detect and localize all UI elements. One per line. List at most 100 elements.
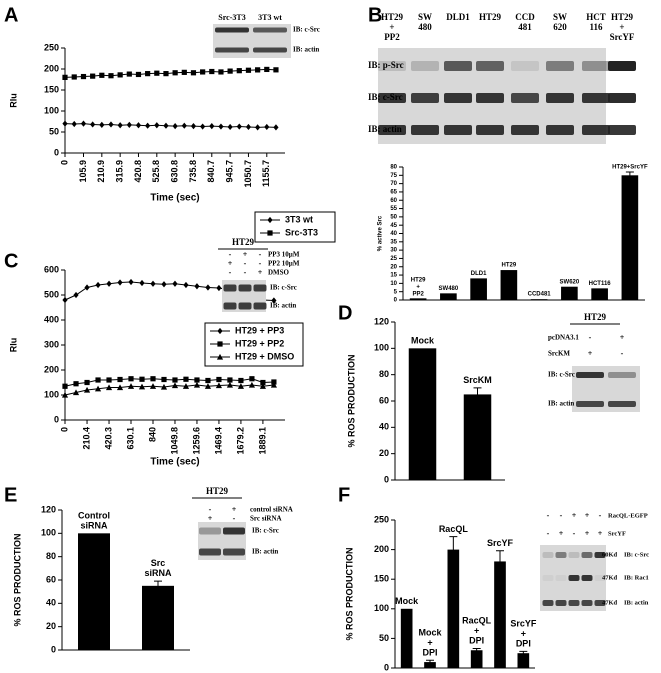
x-tick-label: 105.9 — [78, 160, 88, 183]
treatment-name: RacQL-EGFP — [608, 512, 648, 519]
data-point — [215, 382, 223, 389]
data-point — [194, 283, 200, 290]
data-point — [217, 341, 223, 347]
blot-band — [476, 125, 504, 135]
lane-label: 3T3 wt — [258, 13, 282, 22]
data-point — [150, 376, 156, 382]
bar — [463, 394, 492, 480]
bar-label: SrcYF — [487, 538, 514, 548]
x-tick-label: 735.8 — [188, 160, 198, 183]
blot-band — [199, 527, 221, 535]
blot-band — [253, 27, 287, 33]
data-point — [117, 279, 123, 286]
y-tick-label: 250 — [374, 514, 389, 524]
blot-band — [608, 93, 636, 103]
treatment-sign: + — [243, 250, 248, 259]
y-tick-label: 65 — [390, 190, 397, 196]
y-tick-label: 30 — [390, 248, 397, 254]
blot-band — [378, 93, 406, 103]
x-tick-label: 1889.1 — [257, 427, 267, 455]
data-point — [264, 66, 270, 73]
blot-band — [546, 125, 574, 135]
x-tick-label: 1469.4 — [213, 427, 223, 455]
treatment-sign: - — [229, 268, 232, 277]
treatment-sign: + — [228, 259, 233, 268]
blot-band — [542, 600, 554, 606]
y-tick-label: 40 — [46, 598, 56, 608]
y-tick-label: 100 — [374, 603, 389, 613]
bar-label: SW480 — [439, 286, 459, 292]
lane-label: HCT 116 — [586, 12, 606, 32]
y-tick-label: 80 — [46, 551, 56, 561]
treatment-name: pcDNA3.1 — [548, 334, 579, 342]
error-bar — [449, 536, 458, 563]
data-point — [172, 70, 178, 76]
data-point — [95, 377, 101, 383]
y-tick-label: 120 — [41, 504, 56, 514]
y-tick-label: 25 — [390, 256, 397, 262]
treatment-name: PP3 10µM — [268, 251, 300, 259]
data-point — [237, 383, 245, 389]
series-line — [64, 123, 276, 128]
blot-band — [576, 372, 604, 378]
treatment-sign: - — [589, 333, 592, 342]
blot-row-label: IB: p-Src — [368, 60, 404, 70]
data-point — [163, 122, 169, 129]
blot-band — [546, 61, 574, 71]
x-axis-label: Time (sec) — [150, 193, 199, 204]
y-tick-label: 5 — [394, 289, 398, 295]
data-point — [260, 379, 266, 386]
blot-band — [542, 575, 554, 581]
error-bar — [625, 171, 634, 179]
data-point — [106, 280, 112, 287]
data-point — [128, 376, 134, 382]
data-point — [62, 383, 68, 389]
data-point — [172, 377, 178, 383]
panel-letter: F — [338, 484, 350, 506]
data-point — [99, 72, 105, 78]
bar — [424, 662, 436, 668]
size-label: 47Kd — [602, 599, 618, 606]
blot-row-label: IB: c-Src — [548, 371, 575, 379]
data-point — [183, 281, 189, 289]
error-bar — [496, 550, 504, 573]
y-tick-label: 150 — [374, 574, 389, 584]
treatment-sign: + — [585, 511, 590, 520]
treatment-sign: + — [208, 514, 213, 523]
data-point — [267, 230, 273, 236]
data-point — [218, 69, 224, 75]
data-point — [216, 376, 222, 383]
error-bar — [473, 387, 482, 401]
data-point — [216, 353, 224, 360]
x-tick-label: 1050.7 — [243, 160, 253, 188]
blot-band — [238, 302, 252, 310]
y-tick-label: 100 — [374, 343, 389, 353]
y-tick-label: 45 — [390, 223, 397, 229]
blot-band — [511, 61, 539, 71]
treatment-sign: - — [244, 268, 247, 277]
data-point — [183, 376, 189, 382]
lane-label: DLD1 — [446, 12, 470, 22]
data-point — [245, 67, 252, 73]
x-tick-label: 0 — [59, 160, 69, 165]
y-tick-label: 15 — [390, 273, 397, 279]
y-tick-label: 50 — [390, 214, 397, 220]
size-label: 47Kd — [602, 574, 618, 581]
data-point — [249, 376, 255, 382]
treatment-name: control siRNA — [250, 506, 293, 514]
treatment-sign: - — [573, 529, 576, 538]
blot-band — [594, 600, 606, 606]
treatment-sign: - — [560, 511, 563, 520]
blot-band — [444, 125, 472, 135]
y-tick-label: 100 — [41, 528, 56, 538]
y-tick-label: 70 — [390, 181, 397, 187]
blot-band — [581, 575, 593, 581]
series-line — [64, 68, 276, 78]
blot-row-label: IB: c-Src — [624, 551, 649, 558]
bar — [494, 561, 506, 668]
y-tick-label: 0 — [384, 474, 389, 484]
bar — [142, 585, 174, 650]
x-tick-label: 210.4 — [81, 427, 91, 450]
data-point — [95, 281, 101, 289]
x-tick-label: 1679.2 — [235, 427, 245, 455]
